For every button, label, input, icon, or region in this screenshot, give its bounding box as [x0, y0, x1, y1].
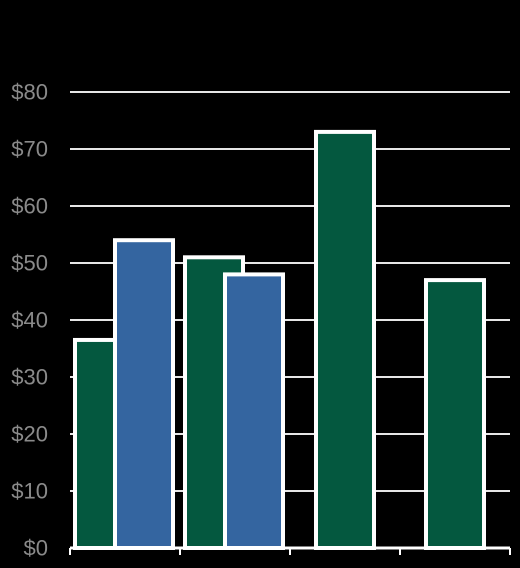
y-tick-label: $40	[11, 308, 48, 333]
y-tick-label: $80	[11, 80, 48, 105]
y-tick-label: $30	[11, 365, 48, 390]
y-tick-label: $60	[11, 194, 48, 219]
y-tick-label: $20	[11, 422, 48, 447]
y-tick-label: $10	[11, 479, 48, 504]
y-tick-label: $0	[24, 536, 48, 561]
y-axis-labels: $0 $10 $20 $30 $40 $50 $60 $70 $80	[11, 80, 48, 561]
bars	[73, 129, 486, 551]
bar	[314, 129, 376, 550]
x-axis	[69, 546, 511, 555]
bar	[223, 272, 285, 550]
bar	[113, 238, 175, 550]
y-tick-label: $70	[11, 137, 48, 162]
y-tick-label: $50	[11, 251, 48, 276]
bar	[424, 278, 486, 550]
